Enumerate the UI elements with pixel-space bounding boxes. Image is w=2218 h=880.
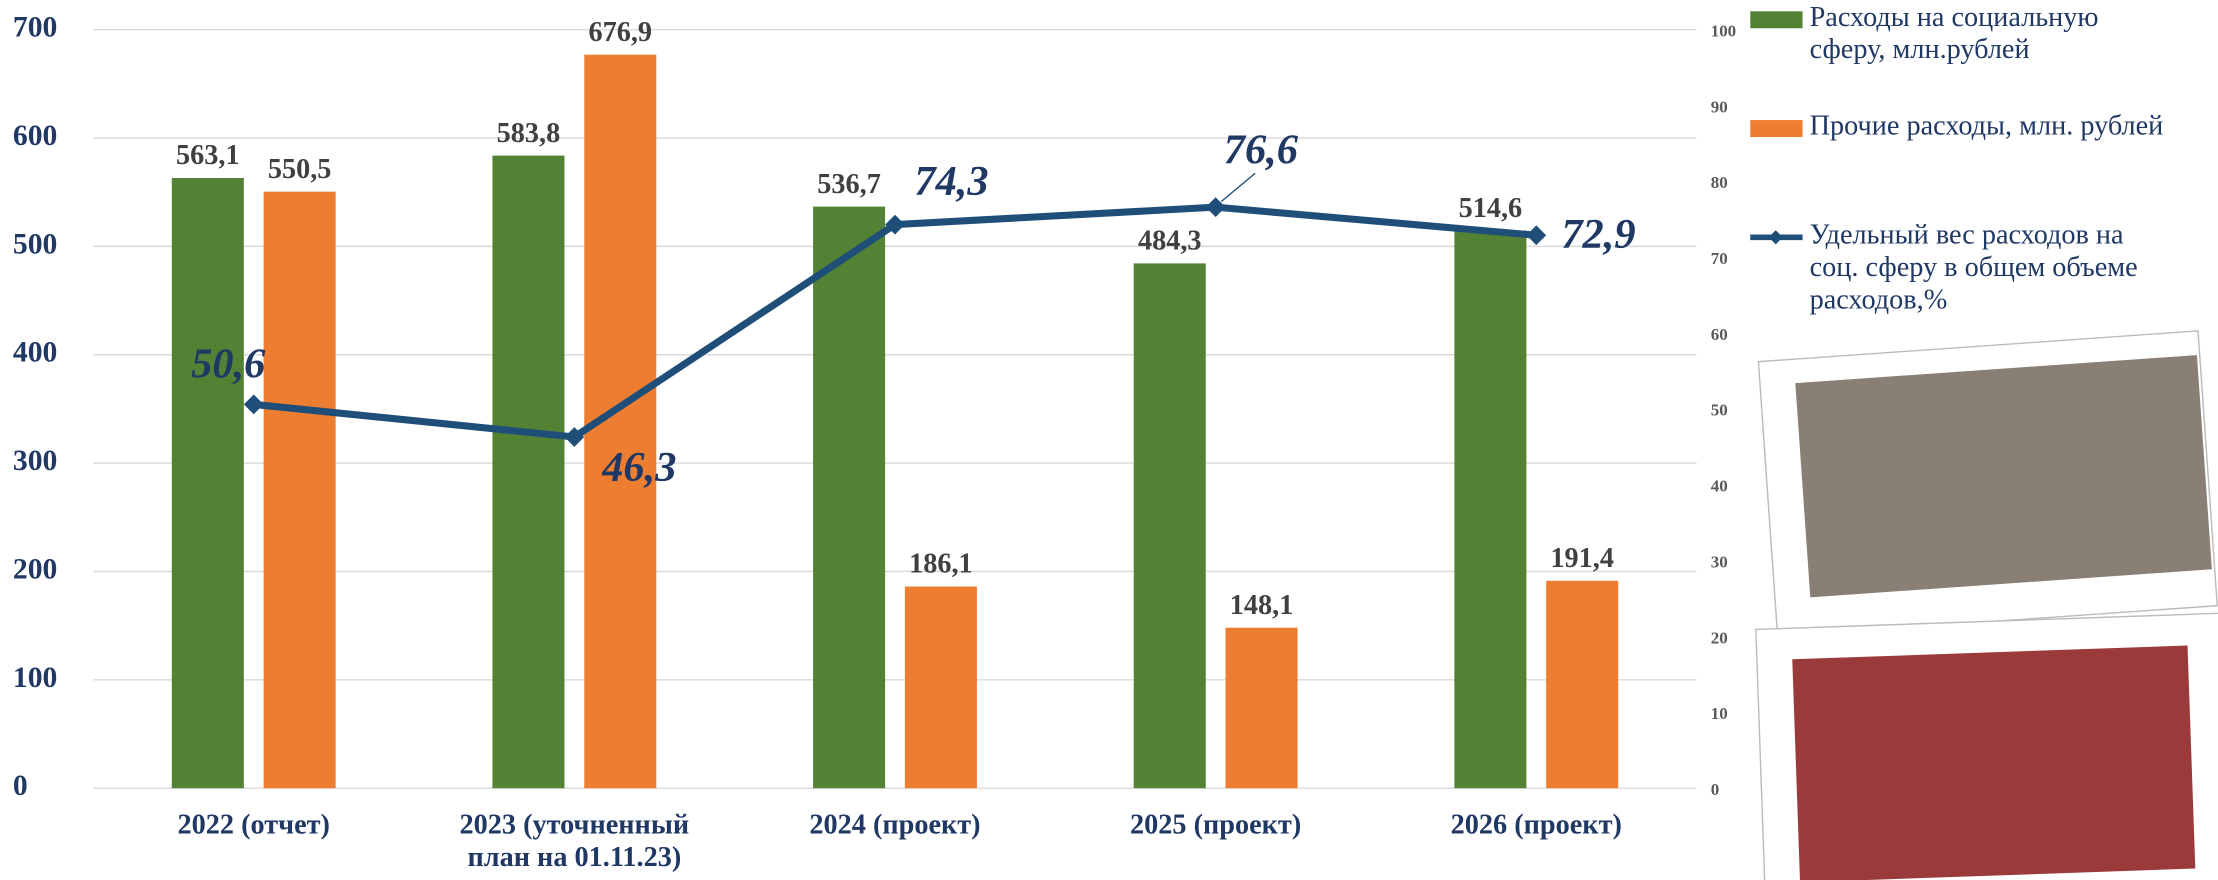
legend-label: Прочие расходы, млн. рублей <box>1810 111 2164 142</box>
line-label: 46,3 <box>601 444 676 491</box>
data-label: 148,1 <box>1230 590 1294 621</box>
y2-tick-label: 50 <box>1711 401 1728 420</box>
y-tick-label: 200 <box>13 553 57 585</box>
y2-tick-label: 10 <box>1711 704 1728 723</box>
y2-tick-label: 80 <box>1711 173 1728 192</box>
bar <box>813 207 885 789</box>
y2-tick-label: 0 <box>1711 780 1719 799</box>
data-label: 563,1 <box>176 141 240 172</box>
y2-tick-label: 70 <box>1711 249 1728 268</box>
line-marker <box>244 394 264 414</box>
data-label: 676,9 <box>588 17 652 48</box>
y-tick-label: 100 <box>13 662 57 694</box>
x-tick-label: 2025 (проект) <box>1130 810 1301 841</box>
line-label: 72,9 <box>1561 211 1635 258</box>
y-tick-label: 0 <box>13 770 28 802</box>
bar <box>1134 263 1206 788</box>
line-label: 76,6 <box>1224 126 1299 173</box>
leader-line <box>1221 173 1255 201</box>
line-label: 74,3 <box>914 158 988 205</box>
bar <box>905 587 977 789</box>
x-tick-label: 2026 (проект) <box>1451 810 1622 841</box>
line-marker <box>1526 225 1546 245</box>
y-tick-label: 300 <box>13 445 57 477</box>
line-label: 50,6 <box>191 340 266 387</box>
x-tick-label: 2024 (проект) <box>809 810 980 841</box>
y2-tick-label: 30 <box>1711 552 1728 571</box>
y2-tick-label: 90 <box>1711 97 1728 116</box>
data-label: 186,1 <box>909 549 973 580</box>
data-label: 514,6 <box>1459 193 1523 224</box>
bar <box>1454 231 1526 789</box>
bar <box>1226 628 1298 788</box>
line <box>254 207 1537 437</box>
chart: 0 100 200 300 400 500 600 700 0 10 20 30 40 50 60 70 80 9… <box>0 0 2218 880</box>
data-label: 583,8 <box>497 118 561 149</box>
y-tick-label: 700 <box>13 11 57 43</box>
y2-tick-label: 20 <box>1711 628 1728 647</box>
y-tick-label: 400 <box>13 337 57 369</box>
bar <box>492 156 564 789</box>
data-label: 550,5 <box>268 154 332 185</box>
bar <box>1546 581 1618 788</box>
legend-swatch <box>1750 120 1802 137</box>
photo <box>1756 613 2218 880</box>
y-tick-label: 600 <box>13 120 57 152</box>
data-label: 484,3 <box>1138 226 1202 257</box>
data-label: 191,4 <box>1550 543 1614 574</box>
y-tick-label: 500 <box>13 228 57 260</box>
y2-tick-label: 40 <box>1711 476 1728 495</box>
photo <box>1758 331 2217 637</box>
legend-swatch <box>1750 11 1802 28</box>
data-label: 536,7 <box>817 169 881 200</box>
legend-swatch <box>1769 230 1783 244</box>
y2-tick-label: 60 <box>1711 325 1728 344</box>
bar <box>264 192 336 789</box>
x-tick-label: 2022 (отчет) <box>178 810 330 841</box>
bar <box>172 178 244 788</box>
y2-tick-label: 100 <box>1711 21 1736 40</box>
